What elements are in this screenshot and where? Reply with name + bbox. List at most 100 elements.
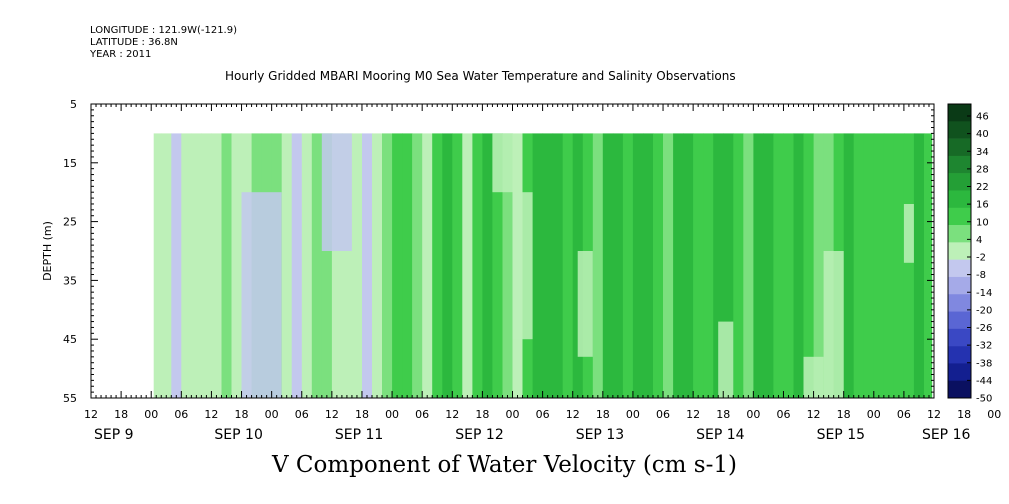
heatmap-cell xyxy=(442,133,453,398)
heatmap-cell xyxy=(512,192,533,340)
x-tick-label: 18 xyxy=(475,408,489,421)
x-tick-label: 12 xyxy=(325,408,339,421)
heatmap-cell xyxy=(191,133,202,398)
heatmap-cell xyxy=(693,133,704,398)
heatmap-cell xyxy=(562,133,574,398)
x-tick-label: 00 xyxy=(867,408,881,421)
x-date-label: SEP 14 xyxy=(696,427,745,443)
colorbar-swatch xyxy=(948,121,971,139)
x-tick-label: 00 xyxy=(385,408,399,421)
x-tick-label: 00 xyxy=(626,408,640,421)
heatmap-cell xyxy=(612,133,624,398)
heatmap-cell xyxy=(153,133,162,398)
x-tick-label: 18 xyxy=(235,408,249,421)
x-tick-label: 12 xyxy=(686,408,700,421)
chart-title: Hourly Gridded MBARI Mooring M0 Sea Wate… xyxy=(225,69,736,83)
y-tick-label: 15 xyxy=(63,157,77,170)
heatmap-cell xyxy=(492,133,503,398)
heatmap-cell xyxy=(823,251,844,398)
x-tick-label: 00 xyxy=(144,408,158,421)
heatmap-cell xyxy=(281,133,293,398)
heatmap-cell xyxy=(181,133,192,398)
x-tick-label: 12 xyxy=(566,408,580,421)
x-date-label: SEP 11 xyxy=(335,427,383,443)
heatmap-cell xyxy=(552,133,564,398)
velocity-heatmap-chart: 12 18 00 06 12 18 00 06 12 18 00 06 12 18 00 06 12 18 00 06… xyxy=(41,98,1001,443)
heatmap-cell xyxy=(577,251,593,357)
colorbar-swatch xyxy=(948,276,971,295)
heatmap-cell xyxy=(201,133,212,398)
colorbar: 46 40 34 28 22 16 10 4 -2 -8 -14 -20 -26 -32 -38 -44 -50 xyxy=(947,103,992,405)
heatmap-cell xyxy=(221,133,233,398)
x-tick-label: 06 xyxy=(295,408,309,421)
colorbar-label: 22 xyxy=(976,182,989,193)
year-label: YEAR : 2011 xyxy=(90,49,152,60)
x-tick-label: 00 xyxy=(265,408,279,421)
x-tick-label: 12 xyxy=(807,408,821,421)
colorbar-swatch xyxy=(948,155,971,174)
heatmap-cell xyxy=(432,133,443,398)
heatmap-cell xyxy=(402,133,413,398)
heatmap-cell xyxy=(422,133,433,398)
heatmap-cell xyxy=(382,133,393,398)
heatmap-cell xyxy=(351,133,363,398)
x-tick-label: 18 xyxy=(837,408,851,421)
x-tick-label: 18 xyxy=(596,408,610,421)
longitude-label: LONGITUDE : 121.9W(-121.9) xyxy=(90,25,237,36)
y-axis-label: DEPTH (m) xyxy=(41,221,54,281)
heatmap-cell xyxy=(482,133,493,398)
heatmap-cell xyxy=(301,133,313,398)
heatmap-cell xyxy=(773,133,784,398)
colorbar-label: 28 xyxy=(976,164,989,175)
y-tick-label: 35 xyxy=(63,274,77,287)
axes: 12 18 00 06 12 18 00 06 12 18 00 06 12 18 00 06 12 18 00 06… xyxy=(63,98,1001,443)
heatmap-cell xyxy=(843,133,855,398)
heatmap-cell xyxy=(713,133,724,398)
colorbar-swatch xyxy=(948,207,971,226)
colorbar-label: -20 xyxy=(976,305,992,316)
x-date-label: SEP 10 xyxy=(214,427,262,443)
x-tick-label: 06 xyxy=(174,408,188,421)
heatmap-cell xyxy=(793,133,805,398)
heatmap-cell xyxy=(532,133,544,398)
heatmap-cell xyxy=(931,133,933,398)
colorbar-label: -50 xyxy=(976,394,992,405)
heatmap-cell xyxy=(913,133,925,398)
colorbar-label: -2 xyxy=(976,253,986,264)
latitude-label: LATITUDE : 36.8N xyxy=(90,37,178,48)
heatmap-cells xyxy=(153,133,933,398)
heatmap-cell xyxy=(291,133,303,398)
heatmap-cell xyxy=(903,204,914,263)
x-tick-label: 00 xyxy=(506,408,520,421)
x-tick-label: 00 xyxy=(746,408,760,421)
heatmap-cell xyxy=(893,133,905,398)
heatmap-cell xyxy=(472,133,483,398)
x-tick-label: 12 xyxy=(204,408,218,421)
x-tick-label: 12 xyxy=(445,408,459,421)
x-tick-label: 18 xyxy=(957,408,971,421)
colorbar-label: -38 xyxy=(976,358,992,369)
colorbar-label: -44 xyxy=(976,376,992,387)
heatmap-cell xyxy=(372,133,383,398)
heatmap-cell xyxy=(592,133,604,398)
heatmap-cell xyxy=(161,133,172,398)
heatmap-cell xyxy=(392,133,403,398)
colorbar-label: 16 xyxy=(976,200,989,211)
heatmap-cell xyxy=(321,133,352,251)
heatmap-cell xyxy=(753,133,764,398)
colorbar-label: -8 xyxy=(976,270,986,281)
variable-caption: V Component of Water Velocity (cm s-1) xyxy=(272,452,737,478)
heatmap-cell xyxy=(803,133,815,398)
heatmap-cell xyxy=(703,133,714,398)
heatmap-cell xyxy=(763,133,774,398)
heatmap-cell xyxy=(743,133,754,398)
colorbar-swatch xyxy=(948,138,971,157)
colorbar-label: -26 xyxy=(976,323,992,334)
heatmap-cell xyxy=(231,133,243,398)
heatmap-cell xyxy=(683,133,694,398)
colorbar-swatch xyxy=(948,294,971,312)
heatmap-cell xyxy=(542,133,554,398)
heatmap-cell xyxy=(803,356,824,398)
colorbar-swatch xyxy=(948,190,971,209)
colorbar-frame xyxy=(947,103,972,399)
